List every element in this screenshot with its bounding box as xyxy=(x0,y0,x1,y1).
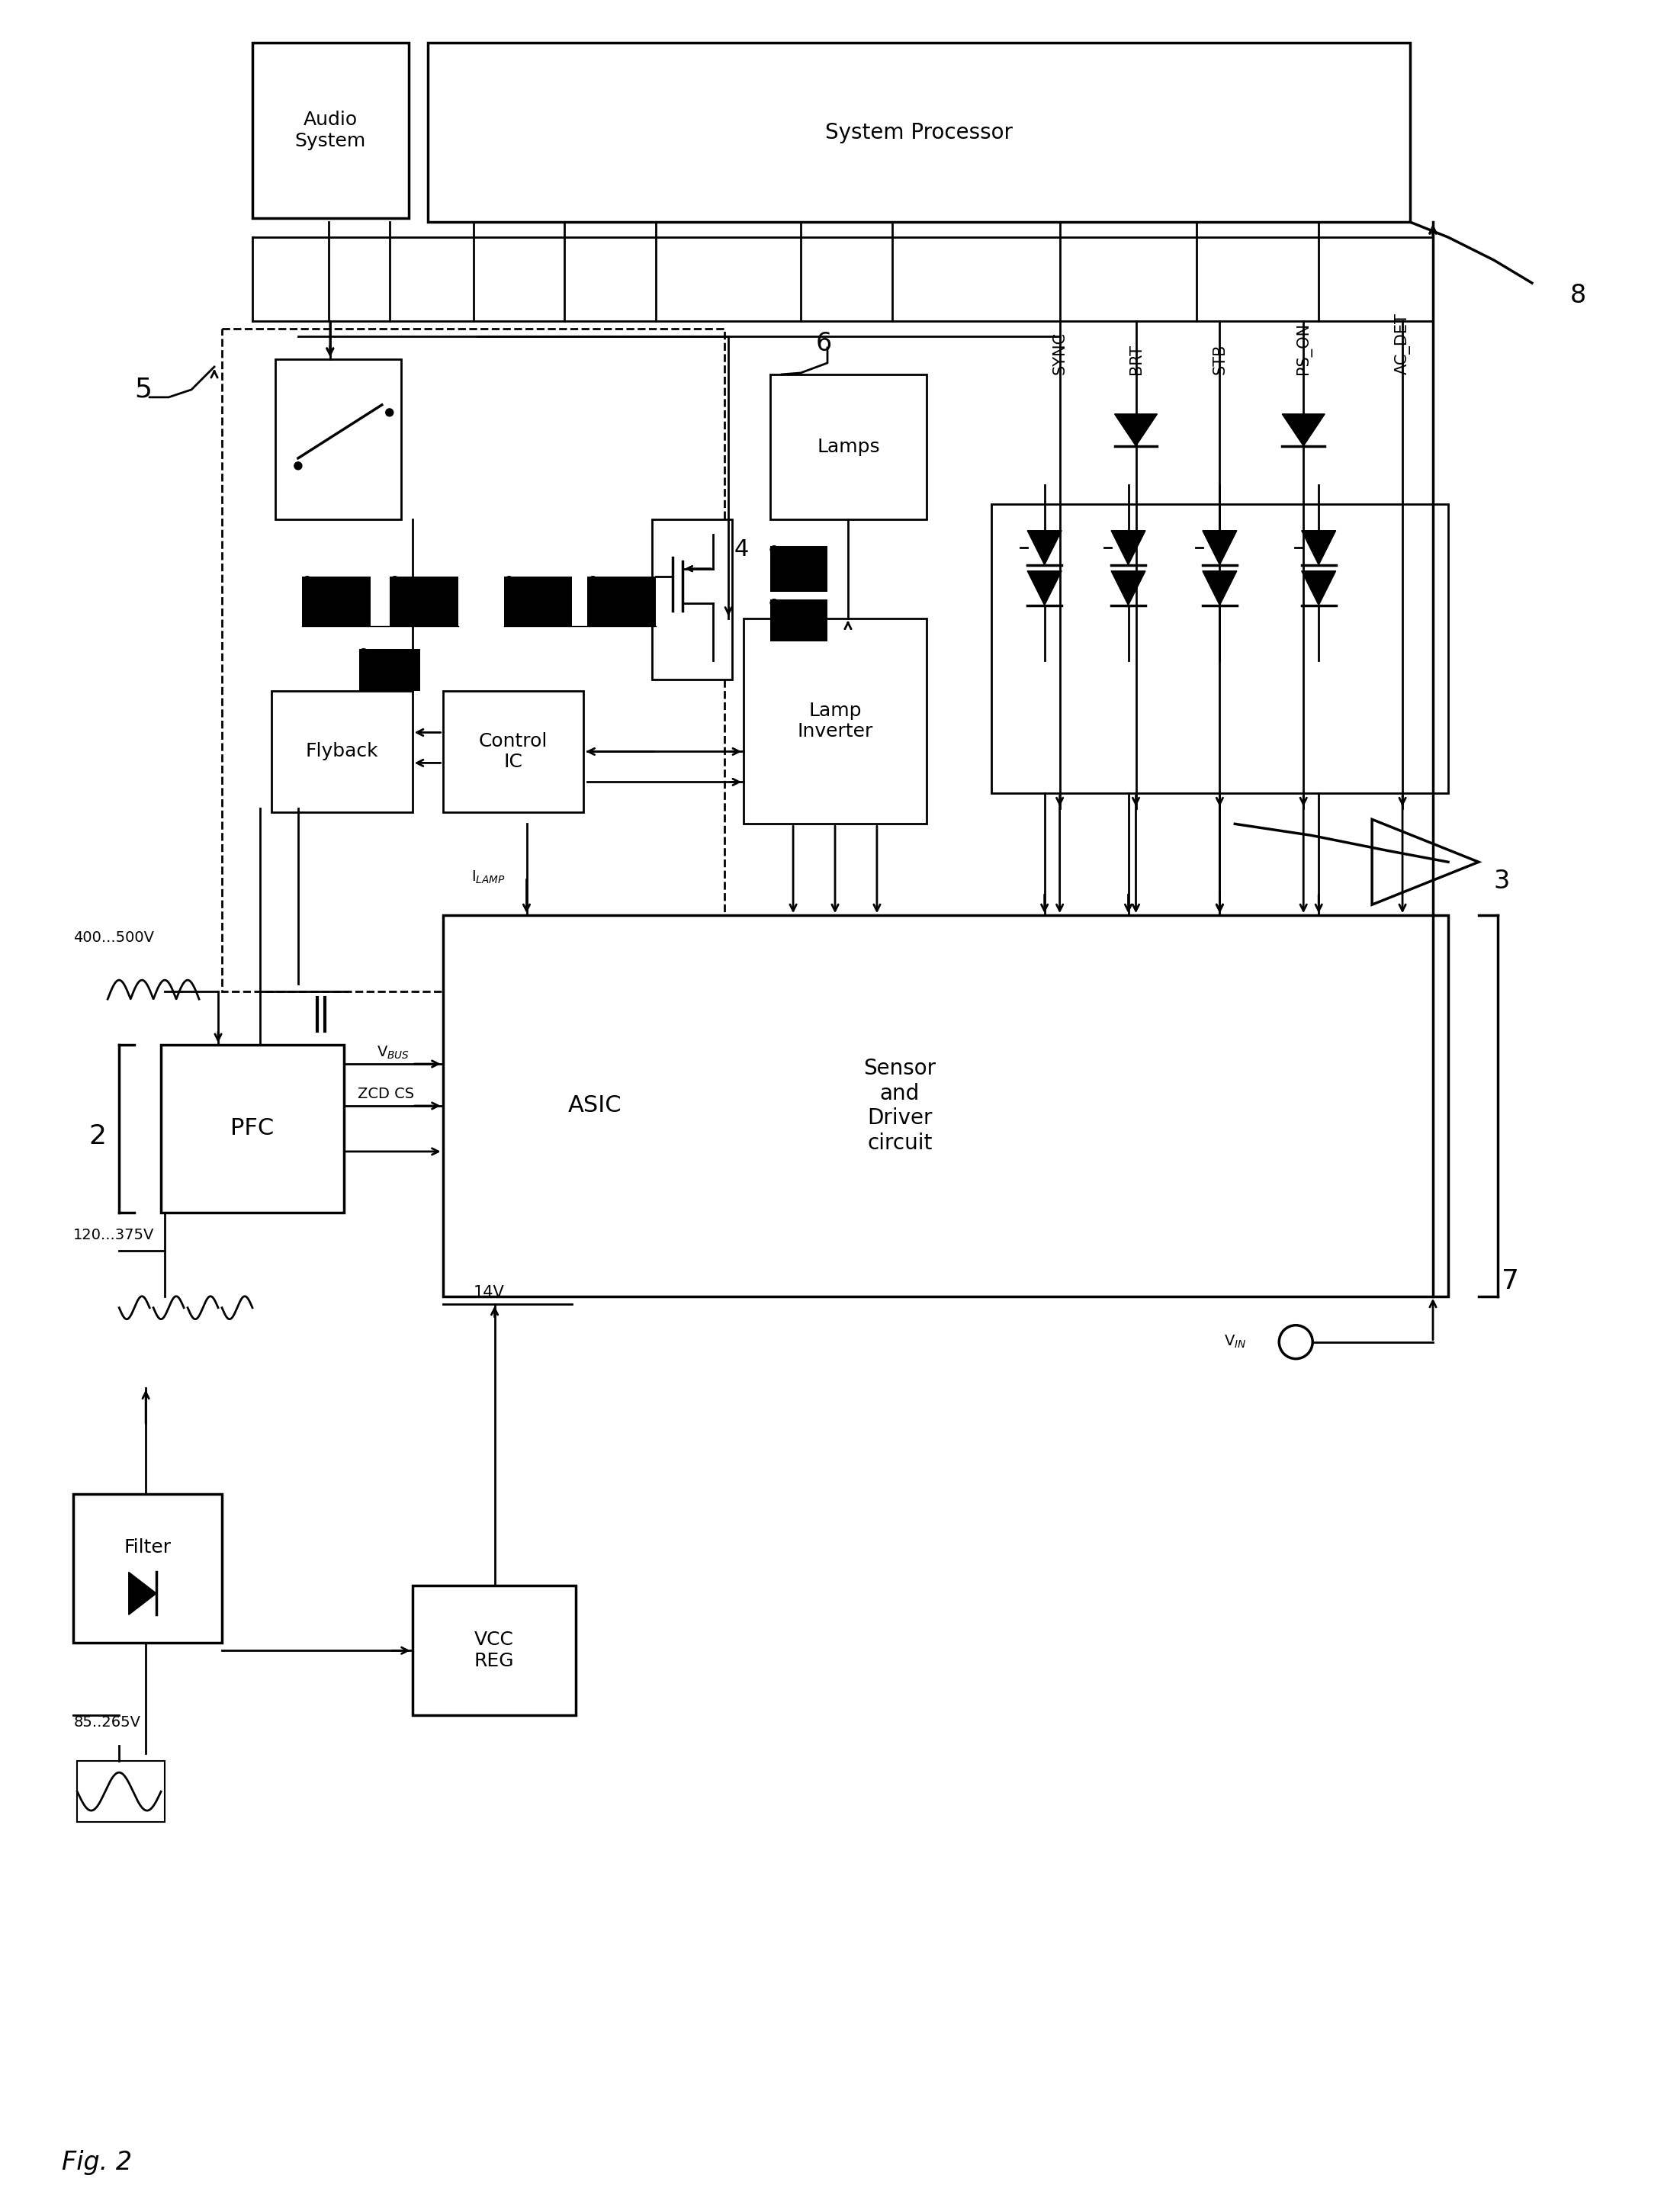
Bar xyxy=(771,545,828,591)
Bar xyxy=(444,915,1448,1295)
Circle shape xyxy=(771,600,778,606)
Bar xyxy=(588,575,657,626)
Text: AC_DET: AC_DET xyxy=(1394,313,1411,374)
Bar xyxy=(77,1761,165,1823)
Bar xyxy=(302,575,371,626)
Polygon shape xyxy=(1203,529,1236,565)
Bar xyxy=(771,600,828,641)
Bar xyxy=(428,44,1410,221)
Text: Lamp
Inverter: Lamp Inverter xyxy=(796,702,874,742)
Text: SYNC: SYNC xyxy=(1052,333,1067,374)
Bar xyxy=(771,374,926,519)
Text: Fig. 2: Fig. 2 xyxy=(62,2149,133,2175)
Text: STB: STB xyxy=(1211,344,1228,374)
Text: 14V: 14V xyxy=(474,1284,504,1300)
Circle shape xyxy=(590,575,596,584)
Text: ZCD CS: ZCD CS xyxy=(358,1087,413,1101)
Text: System Processor: System Processor xyxy=(825,123,1013,142)
Text: Filter: Filter xyxy=(124,1538,171,1558)
Text: 4: 4 xyxy=(734,538,749,560)
Text: Sensor
and
Driver
circuit: Sensor and Driver circuit xyxy=(864,1059,936,1153)
Text: 3: 3 xyxy=(1494,869,1510,893)
Bar xyxy=(276,359,402,519)
Text: V$_{IN}$: V$_{IN}$ xyxy=(1223,1335,1247,1350)
Polygon shape xyxy=(1110,529,1146,565)
Text: Audio
System: Audio System xyxy=(296,112,366,151)
Text: PS_ON: PS_ON xyxy=(1295,322,1312,374)
Polygon shape xyxy=(129,1573,156,1615)
Text: Control
IC: Control IC xyxy=(479,731,548,772)
Bar xyxy=(444,691,583,812)
Circle shape xyxy=(360,648,368,656)
Circle shape xyxy=(771,545,778,554)
Text: BRT: BRT xyxy=(1129,344,1144,374)
Text: 120...375V: 120...375V xyxy=(74,1227,155,1243)
Bar xyxy=(222,328,724,991)
Text: Flyback: Flyback xyxy=(306,742,378,761)
Polygon shape xyxy=(1302,529,1336,565)
Bar xyxy=(252,44,408,219)
Bar xyxy=(652,519,732,678)
Text: I$_{LAMP}$: I$_{LAMP}$ xyxy=(472,869,506,886)
Bar xyxy=(390,575,459,626)
Bar xyxy=(412,1586,576,1715)
Bar xyxy=(272,691,412,812)
Text: 2: 2 xyxy=(89,1122,106,1149)
Bar xyxy=(991,503,1448,794)
Text: PFC: PFC xyxy=(230,1118,274,1140)
Bar xyxy=(360,648,420,691)
Text: 6: 6 xyxy=(815,330,832,357)
Text: V$_{BUS}$: V$_{BUS}$ xyxy=(376,1044,410,1061)
Text: Lamps: Lamps xyxy=(816,438,880,455)
Circle shape xyxy=(506,575,512,584)
Text: VCC
REG: VCC REG xyxy=(474,1630,514,1669)
Polygon shape xyxy=(1203,571,1236,606)
Text: 400...500V: 400...500V xyxy=(74,930,155,945)
Bar xyxy=(161,1046,344,1212)
Polygon shape xyxy=(1028,571,1062,606)
Bar xyxy=(744,619,926,825)
Circle shape xyxy=(304,575,311,584)
Circle shape xyxy=(294,462,302,470)
Bar xyxy=(504,575,573,626)
Polygon shape xyxy=(1302,571,1336,606)
Polygon shape xyxy=(1028,529,1062,565)
Text: 7: 7 xyxy=(1502,1269,1519,1293)
Polygon shape xyxy=(1110,571,1146,606)
Text: 5: 5 xyxy=(134,376,151,403)
Text: 85..265V: 85..265V xyxy=(74,1715,141,1731)
Circle shape xyxy=(386,409,393,416)
Text: ASIC: ASIC xyxy=(568,1094,622,1116)
Text: 8: 8 xyxy=(1571,282,1586,309)
Bar xyxy=(74,1494,222,1643)
Polygon shape xyxy=(1282,414,1326,446)
Polygon shape xyxy=(1114,414,1158,446)
Circle shape xyxy=(391,575,398,584)
